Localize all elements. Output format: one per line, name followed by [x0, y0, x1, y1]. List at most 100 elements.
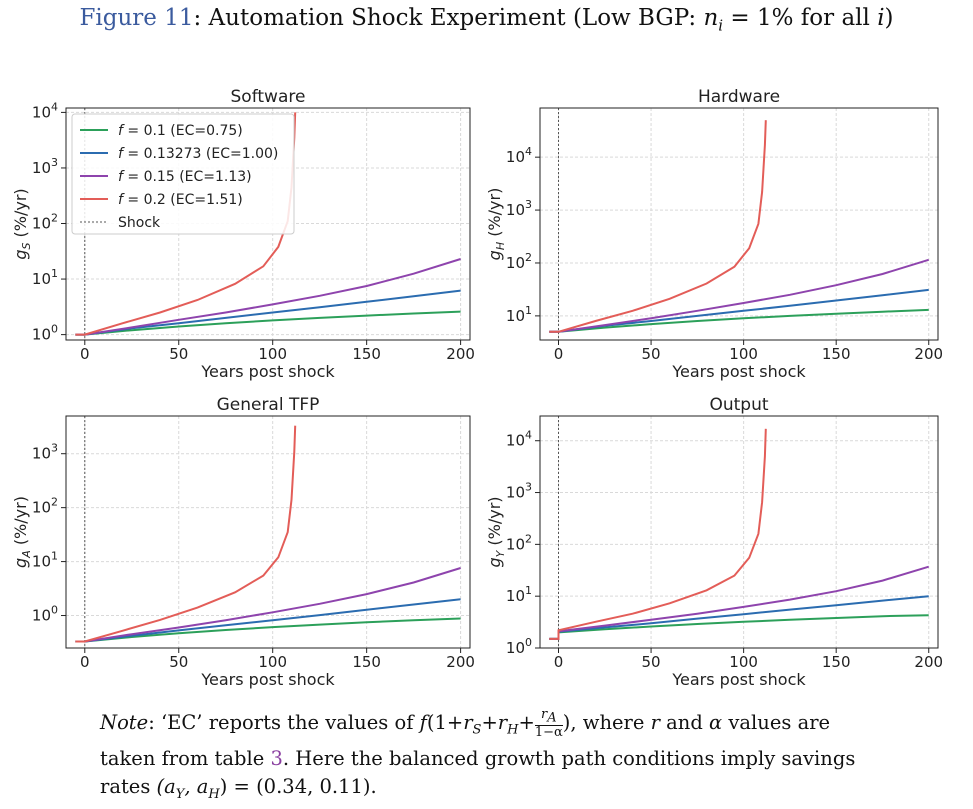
note-r: r [650, 710, 660, 734]
x-axis-label: Years post shock [200, 362, 335, 381]
chart-hardware: 0 50 100 150 200 101 102 103 104 Hardware Years po… [485, 87, 943, 381]
y-tick-label: 101 [32, 550, 58, 571]
formula-den: 1−α [534, 724, 563, 740]
series-line-red [549, 428, 767, 640]
chart-general-tfp: 0 50 100 150 200 100 101 102 103 General TFP Years… [11, 395, 475, 689]
legend-label: Shock [118, 215, 161, 231]
figure-title: Figure 11: Automation Shock Experiment (… [0, 5, 973, 35]
chart-output: 0 50 100 150 200 100 101 102 103 104 Output Years p… [485, 395, 943, 689]
x-tick-label: 0 [80, 345, 90, 363]
x-tick-label: 200 [446, 653, 475, 671]
table-ref-link[interactable]: 3 [270, 746, 283, 770]
formula-f: f [419, 710, 427, 734]
x-tick-label: 100 [729, 345, 758, 363]
x-tick-label: 50 [169, 345, 188, 363]
x-tick-label: 50 [169, 653, 188, 671]
y-tick-label: 104 [32, 100, 58, 121]
note-label: Note [100, 710, 149, 734]
x-tick-label: 0 [554, 345, 564, 363]
chart-title: Hardware [698, 87, 780, 107]
x-tick-label: 100 [258, 653, 287, 671]
y-tick-label: 102 [506, 251, 532, 272]
y-tick-label: 102 [32, 496, 58, 517]
formula-plus: + [481, 710, 498, 734]
x-tick-label: 200 [914, 345, 943, 363]
note-math-a: (a [156, 774, 176, 798]
chart-software: 0 50 100 150 200 100 101 102 103 104 Software Years… [11, 87, 475, 381]
x-tick-label: 100 [258, 345, 287, 363]
y-tick-label: 102 [32, 212, 58, 233]
title-tail: ) [884, 5, 894, 31]
y-tick-label: 103 [32, 156, 58, 177]
chart-title: Output [709, 395, 768, 415]
note-text-3: and [659, 710, 710, 734]
x-tick-label: 150 [822, 653, 851, 671]
series-line-red [549, 120, 767, 333]
y-tick-label: 103 [32, 442, 58, 463]
figure-number[interactable]: Figure 11 [79, 5, 194, 31]
note-text-7: rates [100, 774, 157, 798]
y-tick-label: 100 [32, 323, 58, 344]
formula-num: r [540, 707, 548, 722]
formula-rs-sub: S [472, 722, 482, 738]
series-line-green [549, 308, 929, 333]
y-tick-label: 101 [32, 267, 58, 288]
legend: f = 0.1 (EC=0.75) f = 0.13273 (EC=1.00) f … [71, 113, 295, 235]
x-tick-label: 200 [914, 653, 943, 671]
title-math-n: n [703, 5, 719, 31]
title-math-sub: i [718, 16, 724, 35]
y-tick-label: 101 [506, 304, 532, 325]
y-tick-label: 100 [32, 604, 58, 625]
note-text-5: taken from table [100, 746, 271, 770]
y-axis-label: gY (%/yr) [485, 496, 507, 567]
x-tick-label: 150 [352, 345, 381, 363]
y-tick-label: 104 [506, 429, 532, 450]
x-tick-label: 0 [80, 653, 90, 671]
series-line-green [75, 617, 461, 643]
note-sub-h: H [208, 786, 220, 802]
note-text-1: : ‘EC’ reports the values of [148, 710, 420, 734]
note-text-8: ) = (0.34, 0.11). [219, 774, 377, 798]
y-tick-label: 103 [506, 198, 532, 219]
formula-rh: r [497, 710, 508, 734]
y-tick-label: 101 [506, 584, 532, 605]
y-axis-label: gA (%/yr) [11, 496, 33, 568]
formula-rs: r [463, 710, 473, 734]
series-line-purple [75, 258, 461, 336]
x-tick-label: 50 [642, 345, 661, 363]
note-text-4: values are [722, 710, 831, 734]
x-tick-label: 200 [446, 345, 475, 363]
y-tick-label: 103 [506, 481, 532, 502]
plot-frame [65, 415, 471, 649]
x-axis-label: Years post shock [200, 670, 335, 689]
x-tick-label: 100 [729, 653, 758, 671]
chart-canvas: 0 50 100 150 200 100 101 102 103 104 Software Years… [11, 87, 943, 689]
note-text-6: . Here the balanced growth path conditio… [282, 746, 856, 770]
formula-close: ) [562, 710, 571, 734]
chart-title: General TFP [217, 395, 320, 415]
chart-title: Software [231, 87, 306, 107]
y-axis-label: gH (%/yr) [485, 188, 507, 261]
note-alpha: α [709, 710, 723, 734]
y-tick-label: 102 [506, 532, 532, 553]
series-line-green [75, 310, 461, 336]
plot-frame [539, 415, 939, 649]
series-line-purple [75, 567, 461, 643]
formula-plus-2: + [518, 710, 535, 734]
x-tick-label: 0 [554, 653, 564, 671]
legend-label: f = 0.15 (EC=1.13) [118, 169, 252, 185]
y-tick-label: 100 [506, 636, 532, 657]
legend-label: f = 0.13273 (EC=1.00) [118, 146, 278, 162]
plot-frame [539, 107, 939, 341]
x-tick-label: 50 [642, 653, 661, 671]
formula-num-sub: A [547, 710, 557, 726]
legend-label: f = 0.1 (EC=0.75) [118, 123, 243, 139]
formula-rh-sub: H [507, 722, 519, 738]
formula-open: (1+ [426, 710, 464, 734]
x-tick-label: 150 [352, 653, 381, 671]
x-axis-label: Years post shock [671, 362, 806, 381]
legend-label: f = 0.2 (EC=1.51) [118, 192, 243, 208]
y-tick-label: 104 [506, 145, 532, 166]
figure-note: Note: ‘EC’ reports the values of f(1+rS+… [100, 708, 900, 809]
note-math-comma: , a [184, 774, 209, 798]
